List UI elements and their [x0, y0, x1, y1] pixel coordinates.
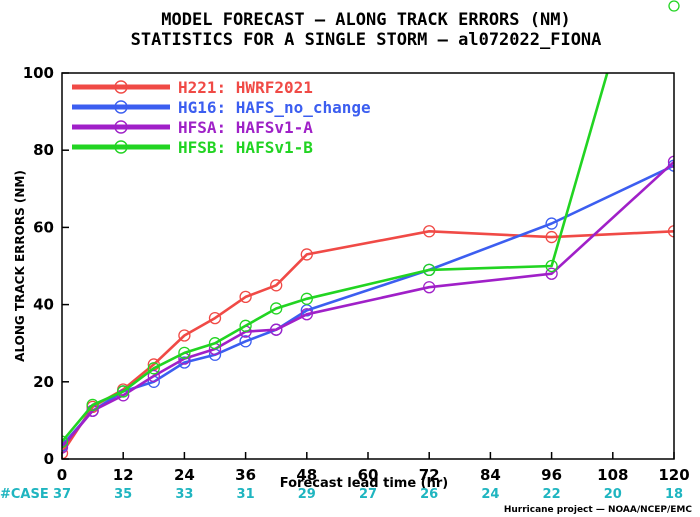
case-count: 37	[53, 487, 71, 502]
data-point	[208, 311, 222, 325]
legend-marker	[114, 100, 128, 114]
x-tick-label: 120	[658, 466, 689, 484]
y-tick-label: 100	[23, 64, 54, 82]
chart-title-line1: MODEL FORECAST — ALONG TRACK ERRORS (NM)	[161, 10, 570, 30]
case-count: 31	[237, 487, 255, 502]
x-tick-label: 60	[358, 466, 379, 484]
data-point	[178, 329, 191, 342]
data-point	[545, 230, 558, 244]
series-line	[62, 230, 674, 454]
case-count: 35	[114, 487, 132, 502]
x-tick-label: 24	[174, 466, 195, 484]
legend-entry-label: H221: HWRF2021	[178, 78, 313, 97]
legend-entry-label: HFSA: HAFSv1-A	[178, 118, 313, 137]
x-tick-label: 96	[541, 466, 562, 484]
x-tick-label: 36	[235, 466, 256, 484]
data-point	[423, 263, 436, 277]
chart-title-line2: STATISTICS FOR A SINGLE STORM — al072022…	[131, 30, 602, 50]
legend-entry-label: HFSB: HAFSv1-B	[178, 138, 313, 157]
x-tick-label: 48	[296, 466, 317, 484]
x-tick-label: 72	[419, 466, 440, 484]
data-point	[545, 259, 558, 273]
y-tick-label: 0	[44, 450, 54, 468]
axis-ticks: 0 20 40 60 80 100 0 12 24 36 48 60 72 84 96 108 120	[23, 64, 690, 484]
data-point	[423, 225, 436, 238]
series-4	[62, 73, 609, 448]
data-point	[300, 292, 313, 305]
data-point	[239, 319, 252, 332]
series-line	[62, 160, 674, 449]
data-point	[545, 267, 558, 280]
x-tick-label: 0	[57, 466, 67, 484]
data-point	[117, 385, 130, 398]
x-axis-label: Forecast lead time (hr)	[280, 476, 448, 491]
y-axis-label: ALONG TRACK ERRORS (NM)	[13, 170, 27, 362]
data-point	[667, 155, 674, 168]
data-point	[147, 369, 160, 383]
case-count: 33	[175, 487, 193, 502]
data-point	[178, 346, 191, 360]
legend-entry-label: HG16: HAFS_no_change	[178, 98, 371, 117]
y-tick-label: 60	[33, 218, 54, 236]
data-point	[270, 302, 283, 315]
data-point	[300, 248, 313, 261]
case-count: 27	[359, 487, 377, 502]
series-layer	[62, 73, 674, 459]
credit-text: Hurricane project — NOAA/NCEP/EMC	[504, 505, 693, 515]
data-point	[147, 362, 160, 375]
case-count: 29	[298, 487, 316, 502]
series-3	[62, 155, 674, 454]
data-point	[62, 441, 69, 454]
x-tick-label: 108	[597, 466, 628, 484]
data-point	[300, 308, 313, 321]
x-tick-label: 12	[113, 466, 134, 484]
case-count: 18	[665, 487, 683, 502]
data-point	[270, 323, 283, 336]
case-count: 24	[481, 487, 499, 502]
corner-circle-icon	[668, 0, 680, 12]
y-tick-label: 80	[33, 141, 54, 159]
plot-frame	[61, 72, 675, 460]
data-point	[62, 447, 69, 459]
data-point	[423, 281, 436, 294]
series-line	[62, 164, 674, 447]
data-point	[239, 335, 252, 348]
legend-marker	[114, 80, 128, 94]
y-tick-label: 40	[33, 296, 54, 314]
case-count: 22	[543, 487, 561, 502]
series-1	[62, 225, 674, 459]
data-point	[545, 217, 558, 230]
case-label: #CASE	[0, 487, 49, 502]
data-point	[208, 337, 222, 350]
data-point	[667, 225, 674, 238]
data-point	[239, 290, 252, 304]
data-point	[86, 398, 99, 412]
data-point	[62, 435, 69, 448]
data-point	[270, 279, 283, 292]
x-tick-label: 84	[480, 466, 501, 484]
case-count: 20	[604, 487, 622, 502]
case-count: 26	[420, 487, 438, 502]
series-2	[62, 159, 674, 452]
legend-marker	[114, 140, 128, 154]
y-tick-label: 20	[33, 373, 54, 391]
case-counts: 37 35 33 31 29 27 26 24 22 20 18	[53, 487, 683, 502]
legend-marker	[114, 120, 128, 134]
